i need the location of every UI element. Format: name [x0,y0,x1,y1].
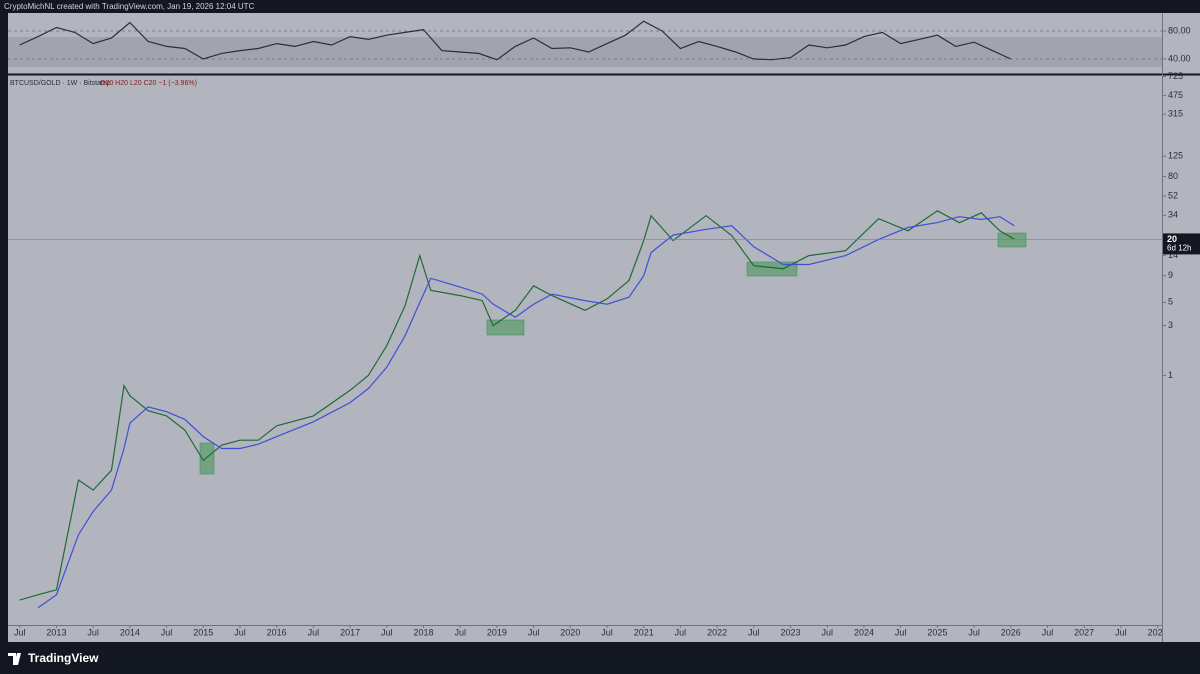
y-tick-label: 1 [1168,370,1173,380]
x-tick-label: 2017 [340,627,360,637]
time-axis: Jul 2013 Jul 2014 Jul 2015 Jul 2016 Jul 2017 Jul 20… [14,625,1168,637]
x-tick-label: 2016 [267,627,287,637]
y-tick-label: 475 [1168,90,1183,100]
zone-highlight [746,261,798,277]
x-tick-label: Jul [528,627,540,637]
pane [8,20,1162,61]
x-tick-label: 2013 [46,627,66,637]
countdown: 6d 12h [1167,244,1191,253]
x-tick-label: Jul [821,627,833,637]
series-line [19,210,1015,601]
x-tick-label: 2015 [193,627,213,637]
x-tick-label: Jul [381,627,393,637]
zone-highlight [486,319,525,336]
last-price-label: 20 [1167,234,1177,244]
y-tick-label: 34 [1168,210,1178,220]
x-tick-label: 2019 [487,627,507,637]
series-line [37,216,1015,609]
x-tick-label: 2022 [707,627,727,637]
y-tick-label: 80 [1168,171,1178,181]
symbol-title: BTCUSD/GOLD · 1W · Bitstamp [10,80,111,87]
x-tick-label: Jul [968,627,980,637]
x-tick-label: Jul [161,627,173,637]
x-tick-label: 2024 [854,627,874,637]
x-tick-label: Jul [675,627,687,637]
brand-logo [8,653,21,665]
x-tick-label: Jul [1115,627,1127,637]
x-tick-label: Jul [1042,627,1054,637]
x-tick-label: 2021 [634,627,654,637]
x-tick-label: Jul [748,627,760,637]
y-tick-label: 5 [1168,297,1173,307]
y-tick-label: 40.00 [1168,53,1191,63]
x-tick-label: 2027 [1074,627,1094,637]
x-tick-label: 2020 [560,627,580,637]
x-tick-label: 2028 [1148,627,1168,637]
ohlc: O20 H20 L20 C20 −1 (−3.96%) [100,80,197,87]
y-tick-label: 9 [1168,270,1173,280]
brand: TradingView [28,651,99,665]
y-tick-label: 125 [1168,151,1183,161]
y-tick-label: 80.00 [1168,25,1191,35]
x-tick-label: 2026 [1001,627,1021,637]
last-price-tag [1163,233,1200,255]
chart-background [8,13,1200,642]
rsi-band [8,37,1162,67]
y-tick-label: 52 [1168,190,1178,200]
pane [19,210,1015,609]
zone-highlight [199,442,215,475]
x-tick-label: Jul [87,627,99,637]
y-tick-label: 3 [1168,320,1173,330]
y-tick-label: 14 [1168,250,1178,260]
x-tick-label: Jul [234,627,246,637]
series-line [19,20,1012,61]
x-tick-label: Jul [895,627,907,637]
x-tick-label: 2014 [120,627,140,637]
x-tick-label: Jul [454,627,466,637]
x-tick-label: Jul [308,627,320,637]
x-tick-label: 2025 [927,627,947,637]
zone-highlight [997,232,1027,248]
y-tick-label: 315 [1168,109,1183,119]
x-tick-label: Jul [14,627,26,637]
x-tick-label: 2023 [781,627,801,637]
y-tick-label: 725 [1168,71,1183,81]
x-tick-label: Jul [601,627,613,637]
credit: CryptoMichNL created with TradingView.co… [4,2,255,11]
x-tick-label: 2018 [413,627,433,637]
